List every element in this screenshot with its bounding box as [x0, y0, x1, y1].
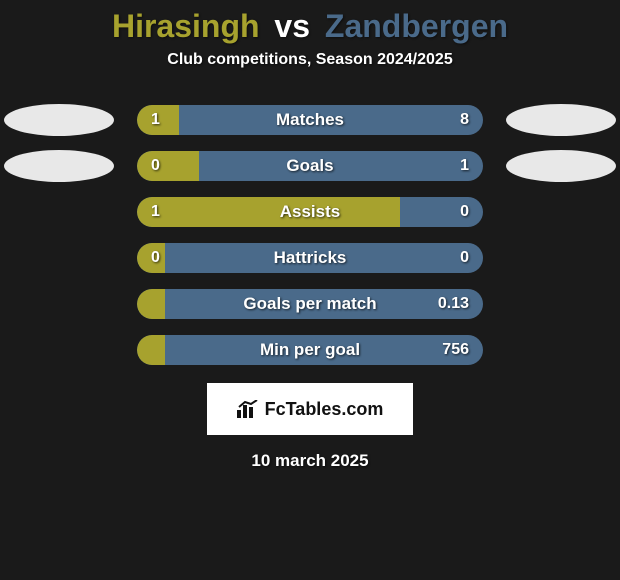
player1-oval	[4, 104, 114, 136]
stat-bar: 00Hattricks	[137, 243, 483, 273]
player1-oval	[4, 150, 114, 182]
date: 10 march 2025	[0, 451, 620, 471]
stat-label: Hattricks	[137, 243, 483, 273]
stat-bar: 0.13Goals per match	[137, 289, 483, 319]
stat-bar: 01Goals	[137, 151, 483, 181]
title-vs: vs	[274, 8, 310, 44]
title: Hirasingh vs Zandbergen	[0, 8, 620, 45]
stat-label: Matches	[137, 105, 483, 135]
stat-bar: 18Matches	[137, 105, 483, 135]
stat-label: Min per goal	[137, 335, 483, 365]
comparison-infographic: Hirasingh vs Zandbergen Club competition…	[0, 0, 620, 580]
stat-bar: 10Assists	[137, 197, 483, 227]
stat-row: 756Min per goal	[0, 335, 620, 365]
player2-oval	[506, 104, 616, 136]
stat-bar: 756Min per goal	[137, 335, 483, 365]
stat-row: 10Assists	[0, 197, 620, 227]
stat-row: 00Hattricks	[0, 243, 620, 273]
stat-row: 18Matches	[0, 105, 620, 135]
chart-icon	[237, 400, 259, 418]
stat-label: Goals per match	[137, 289, 483, 319]
stat-label: Assists	[137, 197, 483, 227]
stat-label: Goals	[137, 151, 483, 181]
player2-oval	[506, 150, 616, 182]
stats-chart: 18Matches 01Goals 10Assists 00Hattricks 0.13…	[0, 105, 620, 365]
title-player1: Hirasingh	[112, 8, 260, 44]
branding-badge: FcTables.com	[207, 383, 413, 435]
stat-row: 0.13Goals per match	[0, 289, 620, 319]
subtitle: Club competitions, Season 2024/2025	[0, 51, 620, 69]
title-player2: Zandbergen	[325, 8, 508, 44]
branding-text: FcTables.com	[265, 399, 384, 420]
stat-row: 01Goals	[0, 151, 620, 181]
